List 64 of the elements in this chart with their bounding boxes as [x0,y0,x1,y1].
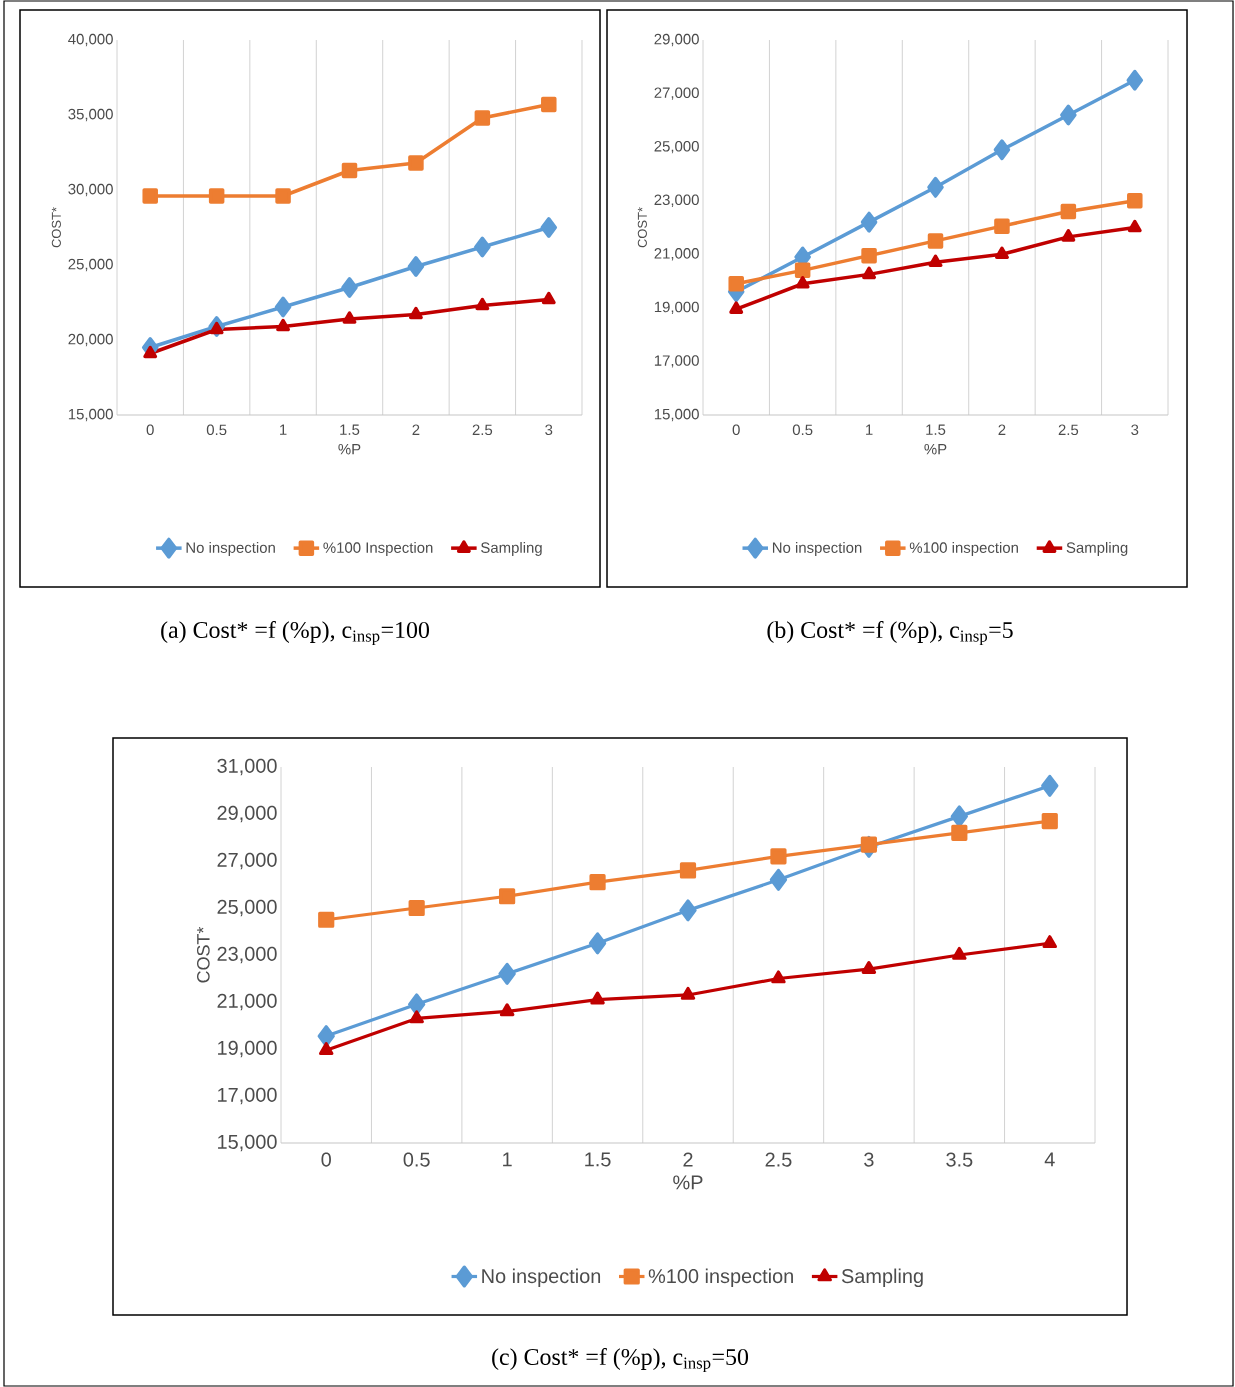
x-tick-label: 3 [545,424,553,436]
x-tick-label: 0 [321,1152,331,1167]
x-tick-label: 3.5 [946,1152,973,1167]
x-tick-label: 3 [864,1152,874,1167]
y-tick-label: 25,000 [217,899,277,917]
legend-label: Sampling [481,541,542,556]
legend-label: %100 inspection [648,1268,793,1288]
x-tick-label: 1.5 [340,424,360,435]
y-tick-label: 29,000 [654,33,699,47]
x-tick-label: 2.5 [1058,424,1079,436]
legend-label: Sampling [1066,541,1128,556]
x-tick-label: 0 [146,424,154,436]
x-tick-label: 1.5 [926,424,946,435]
x-tick-label: 1 [503,1152,512,1167]
x-tick-label: 2 [998,424,1006,435]
y-tick-label: 23,000 [217,946,277,964]
y-tick-label: 23,000 [654,194,699,207]
x-tick-label: 2 [683,1152,693,1167]
text: (a) Cost* =f (%p), c$_{insp}$=100 [161,620,430,646]
y-axis-title: COST* [637,207,647,248]
x-tick-label: 1 [866,424,873,435]
text: (c) Cost* =f (%p), c$_{insp}$=50 [492,1347,749,1373]
y-axis-title: COST* [51,207,61,248]
legend-label: No inspection [482,1268,601,1288]
y-tick-label: 21,000 [217,993,277,1011]
y-tick-label: 30,000 [68,183,113,197]
y-tick-label: 29,000 [217,805,277,823]
x-tick-label: 1.5 [585,1152,611,1167]
legend-label: No inspection [772,541,862,556]
text: (b) Cost* =f (%p), c$_{insp}$=5 [767,620,1013,646]
x-axis-title: %P [924,443,947,455]
x-tick-label: 2.5 [765,1152,792,1167]
x-tick-label: 2 [412,424,420,435]
y-tick-label: 15,000 [654,408,699,422]
y-tick-label: 25,000 [654,140,699,154]
x-tick-label: 4 [1044,1152,1055,1167]
y-tick-label: 40,000 [68,33,113,47]
x-tick-label: 0.5 [792,424,813,436]
y-tick-label: 15,000 [68,408,113,422]
y-tick-label: 19,000 [218,1040,277,1058]
y-tick-label: 17,000 [218,1087,277,1105]
x-axis-title: %P [338,443,361,455]
x-tick-label: 2.5 [472,424,493,436]
y-axis-title: COST* [196,926,210,983]
legend-label: %100 Inspection [323,541,433,556]
legend-label: %100 inspection [909,541,1018,556]
x-tick-label: 0 [732,424,740,436]
x-tick-label: 0.5 [206,424,227,436]
y-tick-label: 27,000 [654,87,699,100]
x-tick-label: 3 [1131,424,1139,436]
y-tick-label: 25,000 [68,258,113,272]
y-tick-label: 15,000 [218,1134,277,1152]
legend-label: Sampling [841,1268,923,1288]
y-tick-label: 21,000 [654,248,699,261]
legend-label: No inspection [186,541,275,556]
x-axis-title: %P [673,1175,703,1190]
x-tick-label: 1 [280,424,287,435]
x-tick-label: 0.5 [403,1152,430,1167]
y-tick-label: 35,000 [68,108,113,122]
y-tick-label: 17,000 [654,355,699,368]
y-tick-label: 19,000 [654,301,699,315]
y-tick-label: 27,000 [217,852,277,870]
y-tick-label: 31,000 [217,758,277,776]
y-tick-label: 20,000 [68,333,113,347]
